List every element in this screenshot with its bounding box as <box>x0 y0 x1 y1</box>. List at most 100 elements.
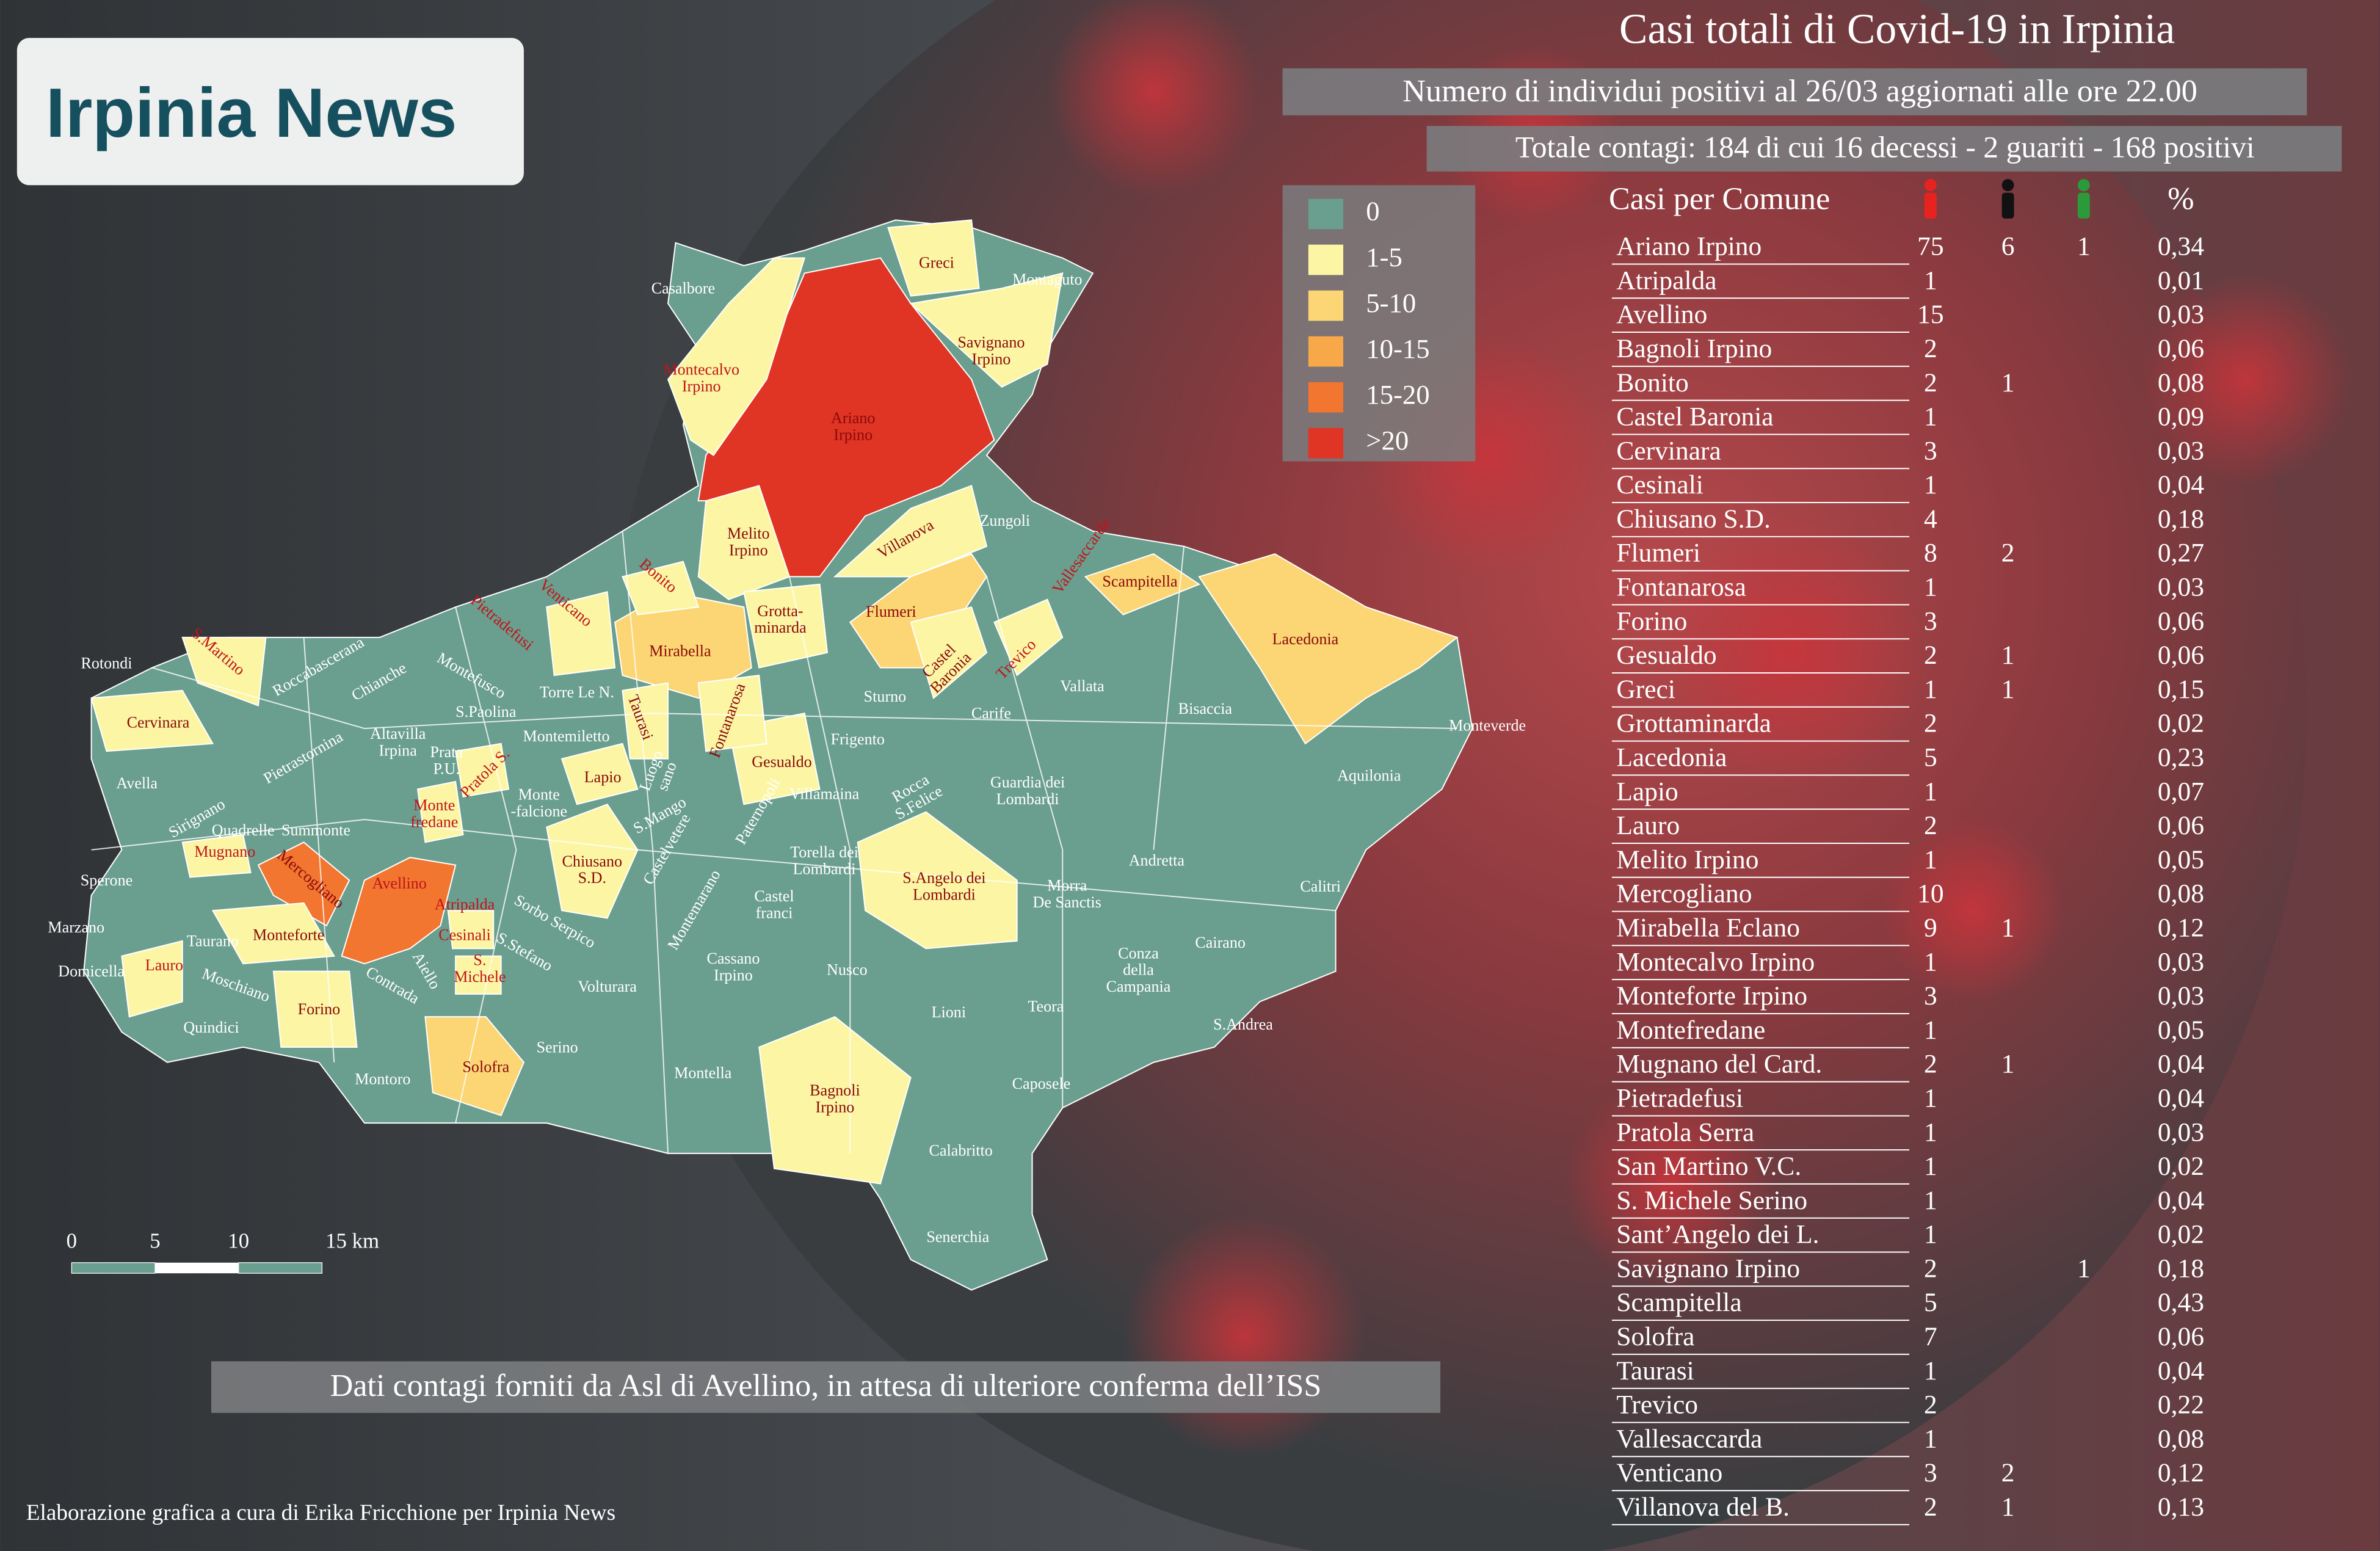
map-label: Calabritto <box>929 1141 993 1159</box>
row-pct: 0,06 <box>2158 1322 2204 1351</box>
row-name: San Martino V.C. <box>1616 1152 1801 1181</box>
row-cases: 2 <box>1924 709 1937 738</box>
map-label: Quindici <box>183 1019 239 1036</box>
map-label-line: Morra <box>1047 877 1087 895</box>
row-deaths: 6 <box>2001 232 2015 261</box>
row-pct: 0,03 <box>2158 573 2204 602</box>
map-label-line: Marzano <box>48 918 104 936</box>
map-label-line: S.Paolina <box>455 703 517 721</box>
map-label-line: Lauro <box>145 956 183 974</box>
legend-label: >20 <box>1366 425 1409 456</box>
row-recovered: 1 <box>2077 232 2091 261</box>
logo-box <box>16 38 524 186</box>
map-label: Frigento <box>831 730 885 748</box>
municipality <box>1084 553 1201 616</box>
map-label: S.Angelo dei Lombardi <box>902 869 985 903</box>
map-label: Altavilla Irpina <box>370 725 426 759</box>
map-label: Atripalda <box>435 896 495 914</box>
map-label-line: Campania <box>1106 978 1171 995</box>
row-cases: 1 <box>1924 402 1937 432</box>
row-cases: 2 <box>1924 1050 1937 1079</box>
row-name: Castel Baronia <box>1616 402 1773 432</box>
row-name: Flumeri <box>1616 539 1700 568</box>
row-name: Fontanarosa <box>1616 573 1746 602</box>
row-name: S. Michele Serino <box>1616 1186 1807 1215</box>
map-label-line: franci <box>756 904 793 921</box>
map-label-line: Sturno <box>864 688 907 705</box>
row-name: Lapio <box>1616 777 1678 806</box>
map-label: Cairano <box>1195 934 1246 951</box>
row-name: Solofra <box>1616 1322 1694 1351</box>
row-name: Greci <box>1616 675 1675 704</box>
map-label: Montaguto <box>1012 271 1082 288</box>
map-label: Chiusano S.D. <box>562 852 623 887</box>
row-cases: 3 <box>1924 436 1937 465</box>
map-label: Avella <box>116 774 158 792</box>
map-label: Lioni <box>932 1003 967 1021</box>
map-label-line: S.D. <box>578 869 606 887</box>
legend-label: 15-20 <box>1366 379 1429 410</box>
row-name: Montecalvo Irpino <box>1616 947 1815 976</box>
municipality <box>211 902 335 965</box>
scale-label: 5 <box>150 1229 160 1252</box>
map-label-line: Lacedonia <box>1272 630 1339 648</box>
row-cases: 3 <box>1924 981 1937 1011</box>
map-label-line: Avella <box>116 774 158 792</box>
legend-label: 1-5 <box>1366 242 1402 272</box>
municipality <box>1198 553 1459 745</box>
logo: Irpinia News <box>46 74 457 152</box>
row-pct: 0,06 <box>2158 641 2204 670</box>
map-label: Solofra <box>462 1058 509 1076</box>
row-pct: 0,02 <box>2158 1220 2204 1249</box>
municipality <box>561 743 639 805</box>
row-name: Villanova del B. <box>1616 1492 1790 1522</box>
row-name: Taurasi <box>1616 1356 1694 1386</box>
map-label: Melito Irpino <box>727 525 770 559</box>
row-name: Mugnano del Card. <box>1616 1050 1822 1079</box>
map-label: Monte fredane <box>410 796 458 830</box>
scale-label: 10 <box>228 1229 249 1252</box>
totals: Totale contagi: 184 di cui 16 decessi - … <box>1515 130 2255 164</box>
map-label: Montella <box>674 1064 732 1082</box>
map-label-line: Carife <box>971 705 1011 722</box>
row-cases: 3 <box>1924 1458 1937 1487</box>
row-cases: 7 <box>1924 1322 1937 1351</box>
municipality <box>910 606 988 699</box>
map-label: Quadrelle <box>212 821 275 839</box>
map-label-line: Montemiletto <box>523 727 610 745</box>
map-label-line: Serino <box>537 1038 578 1056</box>
map-label: Bagnoli Irpino <box>810 1081 860 1116</box>
row-pct: 0,23 <box>2158 743 2204 772</box>
map-label-line: Quadrelle <box>212 821 275 839</box>
row-pct: 0,34 <box>2158 232 2204 261</box>
map-label-line: Monte <box>413 796 455 814</box>
map-label-line: Monteforte <box>253 926 324 943</box>
map-label: Calitri <box>1300 877 1341 895</box>
map-label: Monteverde <box>1449 716 1526 734</box>
row-cases: 1 <box>1924 1015 1937 1045</box>
map-label-line: S.Angelo dei <box>902 869 985 887</box>
map-label-line: Forino <box>298 1000 341 1018</box>
map-label: Torella dei Lombardi <box>790 843 858 877</box>
legend-label: 5-10 <box>1366 288 1416 318</box>
map-label: Lacedonia <box>1272 630 1339 648</box>
legend-swatch <box>1308 198 1344 230</box>
map-label-line: Avellino <box>372 874 426 892</box>
map-label: Morra De Sanctis <box>1033 877 1101 911</box>
row-name: Grottaminarda <box>1616 709 1771 738</box>
map-label: Marzano <box>48 918 104 936</box>
municipality <box>447 910 495 950</box>
row-name: Chiusano S.D. <box>1616 504 1770 534</box>
row-pct: 0,04 <box>2158 470 2204 499</box>
row-name: Bonito <box>1616 368 1688 398</box>
row-pct: 0,02 <box>2158 709 2204 738</box>
map-label-line: Calitri <box>1300 877 1341 895</box>
row-pct: 0,18 <box>2158 1254 2204 1283</box>
scale-labels: 0 5 10 15 km <box>67 1229 379 1252</box>
map-label-line: minarda <box>754 619 807 636</box>
municipality <box>454 743 510 797</box>
map-label-line: Bisaccia <box>1178 700 1233 717</box>
row-pct: 0,09 <box>2158 402 2204 432</box>
